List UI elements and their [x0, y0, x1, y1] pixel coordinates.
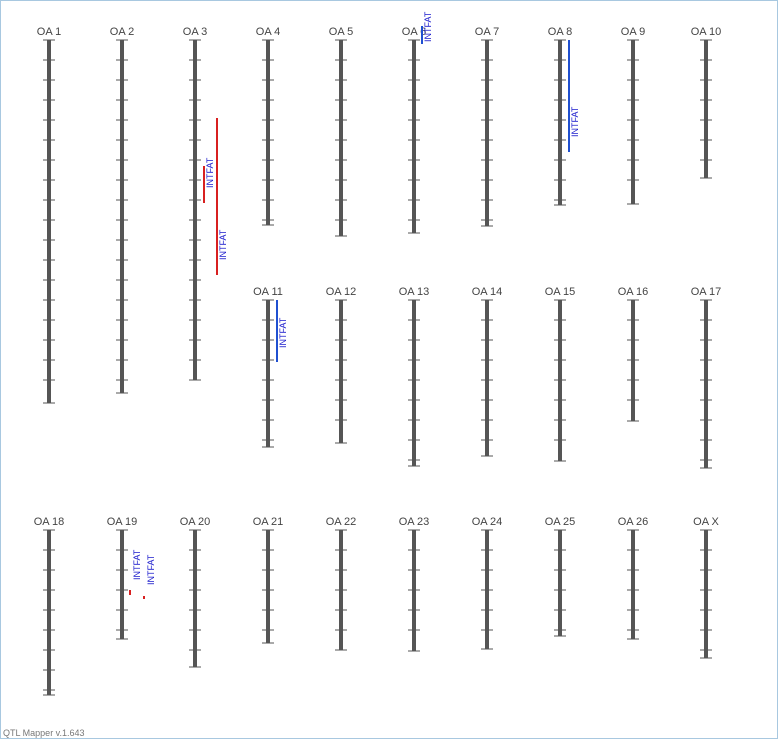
chromosome	[631, 40, 635, 204]
chromosome-label: OA 3	[183, 26, 207, 38]
qtl-label: INTFAT	[278, 317, 288, 348]
chromosome	[704, 40, 708, 178]
chromosome	[412, 40, 416, 233]
chromosome-label: OA 8	[548, 26, 572, 38]
chromosome	[558, 40, 562, 205]
chromosome-label: OA 16	[618, 286, 649, 298]
chromosome	[266, 300, 270, 447]
chromosome	[47, 40, 51, 403]
chromosome	[47, 530, 51, 695]
chromosome-label: OA 1	[37, 26, 61, 38]
chromosome-label: OA 18	[34, 516, 65, 528]
chromosome	[339, 40, 343, 236]
chromosome-label: OA 5	[329, 26, 353, 38]
chromosome	[120, 40, 124, 393]
chromosome-label: OA 14	[472, 286, 503, 298]
chromosome	[193, 530, 197, 667]
chromosome	[266, 530, 270, 643]
chromosome-label: OA 4	[256, 26, 280, 38]
chromosome-label: OA 22	[326, 516, 357, 528]
qtl-label: INTFAT	[132, 549, 142, 580]
chromosome	[120, 530, 124, 639]
chromosome-label: OA 6	[402, 26, 426, 38]
chromosome	[339, 300, 343, 443]
chromosome	[485, 300, 489, 456]
qtl-label: INTFAT	[146, 554, 156, 585]
footer: QTL Mapper v.1.643	[3, 728, 85, 738]
chromosome-label: OA 21	[253, 516, 284, 528]
chromosome-label: OA 11	[253, 286, 283, 298]
chromosome	[266, 40, 270, 225]
chromosome-label: OA 12	[326, 286, 357, 298]
chromosome-label: OA 20	[180, 516, 211, 528]
chromosome	[704, 300, 708, 468]
chromosome	[631, 530, 635, 639]
chromosome-label: OA 26	[618, 516, 649, 528]
qtl-label: INTFAT	[218, 229, 228, 260]
chromosome-label: OA 2	[110, 26, 134, 38]
qtl-label: INTFAT	[570, 106, 580, 137]
chromosome	[704, 530, 708, 658]
chromosome-label: OA 10	[691, 26, 722, 38]
chromosome-label: OA 25	[545, 516, 576, 528]
chromosome-label: OA X	[693, 516, 719, 528]
chromosome-label: OA 24	[472, 516, 503, 528]
chromosome	[558, 530, 562, 636]
qtl-label: INTFAT	[205, 157, 215, 188]
chromosome-label: OA 9	[621, 26, 645, 38]
chromosome-label: OA 23	[399, 516, 430, 528]
chromosome	[193, 40, 197, 380]
qtl-label: INTFAT	[423, 11, 433, 42]
chromosome-label: OA 15	[545, 286, 576, 298]
chromosome-label: OA 13	[399, 286, 430, 298]
chromosome-label: OA 19	[107, 516, 138, 528]
chromosome-label: OA 17	[691, 286, 722, 298]
chromosome	[485, 40, 489, 226]
chromosome-label: OA 7	[475, 26, 499, 38]
chromosome	[412, 300, 416, 466]
